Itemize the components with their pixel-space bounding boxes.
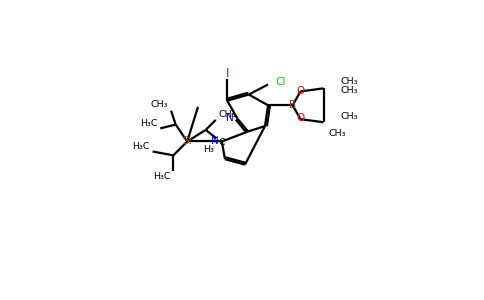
Text: O: O [296,113,304,123]
Text: H₃C: H₃C [132,142,150,151]
Text: CH₃: CH₃ [340,86,358,95]
Text: CH₃: CH₃ [218,110,236,119]
Text: Cl: Cl [275,77,286,87]
Text: I: I [226,67,229,80]
Text: H₃: H₃ [203,145,214,154]
Text: H₃C: H₃C [153,172,170,182]
Text: B: B [289,100,296,110]
Text: CH₃: CH₃ [340,77,358,86]
Text: N: N [227,112,234,123]
Text: C: C [219,138,226,147]
Text: N: N [211,136,219,146]
Text: O: O [296,86,304,96]
Text: CH₃: CH₃ [340,112,358,121]
Text: CH₃: CH₃ [151,100,168,109]
Text: H₃C: H₃C [140,118,157,127]
Text: CH₃: CH₃ [328,128,346,137]
Text: Si: Si [182,136,192,146]
